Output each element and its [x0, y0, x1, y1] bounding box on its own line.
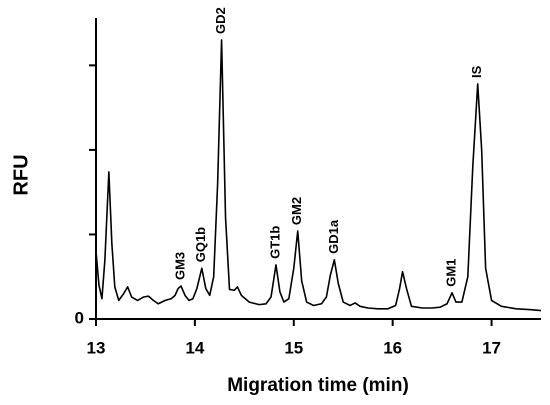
peak-label: GQ1b: [193, 227, 208, 262]
peak-label: GD2: [213, 7, 228, 34]
peak-label: GM1: [443, 259, 458, 287]
x-tick-label: 14: [185, 338, 204, 357]
x-tick-label: 13: [87, 338, 106, 357]
peak-label: GM2: [289, 197, 304, 225]
x-tick-label: 16: [383, 338, 402, 357]
y-tick-label: 0: [75, 308, 84, 327]
peak-label: IS: [469, 65, 484, 78]
peak-label: GT1b: [267, 226, 282, 259]
x-tick-label: 15: [284, 338, 303, 357]
y-axis-label: RFU: [10, 154, 32, 195]
peak-label: GM3: [172, 252, 187, 280]
x-tick-label: 17: [482, 338, 501, 357]
peak-label: GD1a: [326, 219, 341, 254]
trace-line: [95, 39, 542, 312]
x-axis-label: Migration time (min): [227, 375, 409, 396]
